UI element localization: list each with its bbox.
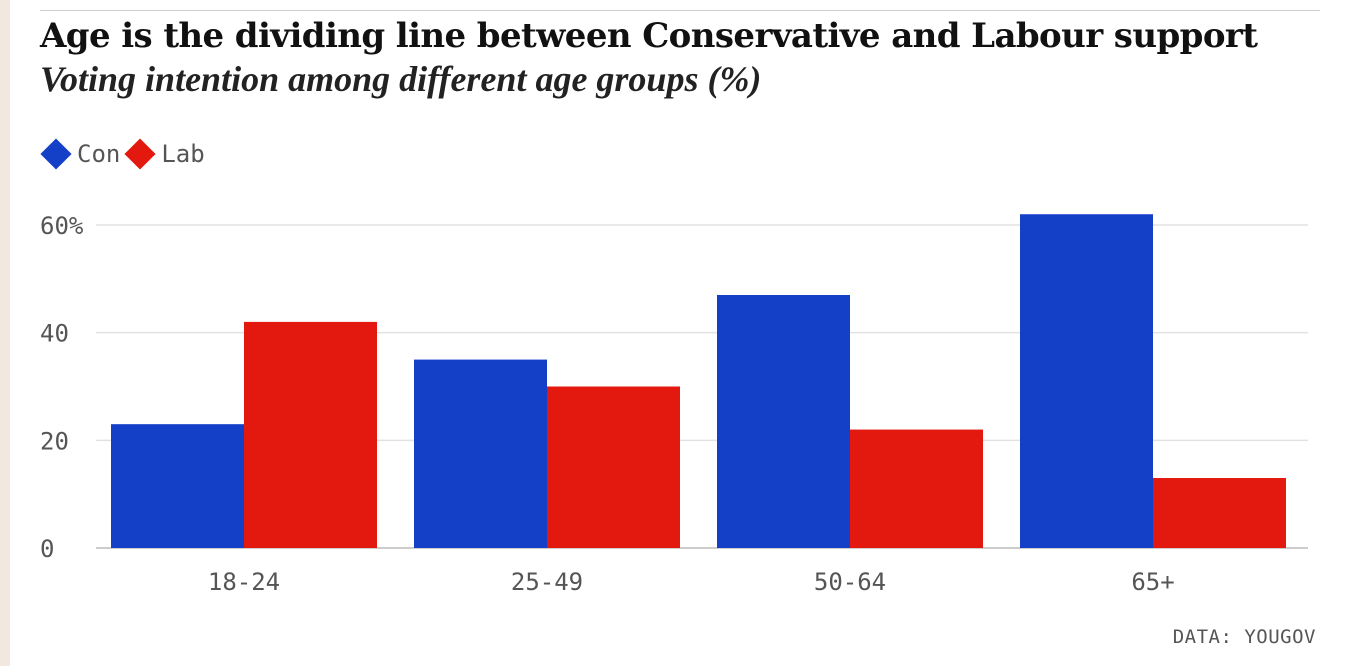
chart-subtitle: Voting intention among different age gro… bbox=[40, 59, 762, 99]
bar-lab-25-49 bbox=[547, 386, 680, 548]
chart-title: Age is the dividing line between Conserv… bbox=[40, 16, 1258, 56]
bar-lab-50-64 bbox=[850, 429, 983, 548]
source-credit: DATA: YOUGOV bbox=[1172, 626, 1316, 648]
legend: Con Lab bbox=[40, 137, 209, 171]
top-rule bbox=[40, 10, 1320, 11]
x-tick-label-65+: 65+ bbox=[1131, 568, 1174, 596]
legend-item-lab: Lab bbox=[124, 138, 205, 170]
y-tick-label-60: 60% bbox=[40, 212, 84, 240]
left-margin-strip bbox=[0, 0, 10, 666]
y-tick-label-20: 20 bbox=[40, 427, 69, 455]
bar-con-50-64 bbox=[717, 294, 850, 548]
x-tick-label-50-64: 50-64 bbox=[814, 568, 886, 596]
bar-con-25-49 bbox=[414, 359, 547, 548]
bar-con-18-24 bbox=[111, 424, 244, 548]
bar-con-65+ bbox=[1020, 214, 1153, 548]
bar-lab-18-24 bbox=[244, 321, 377, 548]
y-tick-label-40: 40 bbox=[40, 320, 69, 348]
legend-label-lab: Lab bbox=[161, 140, 205, 168]
x-tick-label-25-49: 25-49 bbox=[511, 568, 583, 596]
bar-lab-65+ bbox=[1153, 478, 1286, 548]
legend-item-con: Con bbox=[40, 138, 121, 170]
y-tick-label-0: 0 bbox=[40, 535, 54, 563]
x-tick-label-18-24: 18-24 bbox=[208, 568, 280, 596]
legend-label-con: Con bbox=[77, 140, 121, 168]
